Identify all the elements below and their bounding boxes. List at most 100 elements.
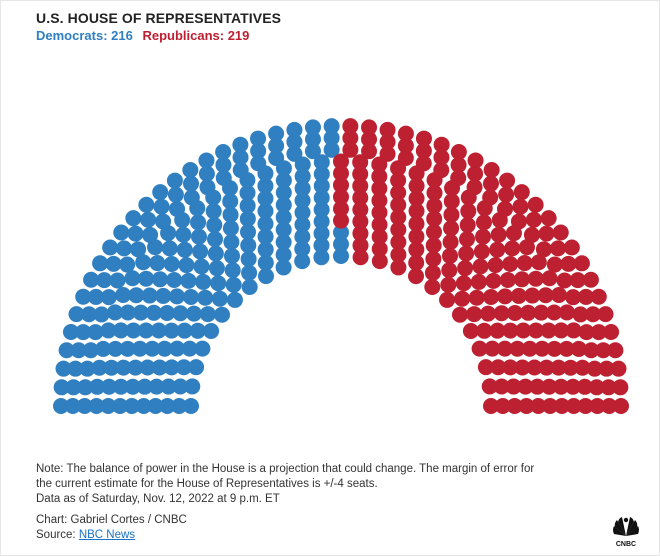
republicans-seat [562,359,579,376]
republicans-seat [550,359,567,376]
democrats-seat [149,255,166,272]
republicans-seat [408,228,425,245]
democrats-seat [240,250,257,267]
republicans-seat [441,262,458,279]
democrats-seat [75,288,92,305]
republicans-seat [390,259,407,276]
democrats-seat [89,378,106,395]
republicans-seat [352,237,369,254]
republicans-seat [530,398,547,414]
democrats-seat [176,322,193,339]
democrats-seat [91,359,108,376]
cnbc-peacock-logo-icon: CNBC [613,517,639,548]
democrats-seat [140,211,157,228]
democrats-seat [189,322,206,339]
source-link[interactable]: NBC News [78,529,136,541]
democrats-seat [184,378,201,395]
democrats-seat [132,304,149,321]
democrats-seat [163,322,180,339]
democrats-seat [257,190,274,207]
republicans-seat [529,378,546,395]
democrats-seat [268,137,285,154]
republicans-seat [546,340,563,357]
democrats-seat [124,378,141,395]
democrats-seat [168,288,185,305]
republicans-seat [408,203,425,220]
republicans-seat [570,340,587,357]
democrats-seat [148,378,165,395]
republicans-seat [560,255,577,272]
democrats-seat [159,398,176,414]
republicans-seat [535,241,552,258]
republicans-seat [483,288,500,305]
republicans-seat [527,196,544,213]
republicans-seat [433,149,450,166]
republicans-seat [565,398,582,414]
democrats-seat [127,225,144,242]
democrats-seat [239,210,256,227]
republicans-seat [586,360,603,377]
republicans-seat [450,144,467,161]
democrats-seat [101,378,118,395]
democrats-seat [268,125,285,142]
democrats-seat [198,152,215,169]
democrats-seat [304,131,321,148]
democrats-seat [257,165,274,182]
republicans-seat [485,272,502,289]
democrats-seat [232,136,249,153]
democrats-seat [144,340,161,357]
republicans-seat [333,188,349,205]
republicans-seat [439,291,456,308]
democrats-seat [294,156,311,173]
republicans-seat [471,340,488,357]
democrats-seat [239,197,256,214]
republicans-seat [459,231,476,248]
democrats-seat [194,340,211,357]
republicans-seat [483,398,499,414]
republicans-seat [459,217,476,234]
democrats-seat [64,398,81,414]
democrats-seat [275,209,292,226]
republicans-seat [574,359,591,376]
republicans-seat [514,359,531,376]
democrats-seat [180,272,197,289]
republicans-seat [505,225,522,242]
democrats-seat [112,378,129,395]
logo-text: CNBC [616,541,636,548]
democrats-seat [124,270,141,287]
republicans-seat [590,288,607,305]
democrats-seat [275,259,292,276]
democrats-seat [258,268,274,285]
democrats-seat [294,204,311,221]
democrats-seat [313,166,330,183]
republicans-seat [473,243,490,260]
republicans-seat [454,290,471,307]
democrats-seat [207,245,224,262]
chart-source: Source: NBC News [36,528,187,543]
democrats-seat [171,398,188,414]
democrats-seat [127,359,144,376]
democrats-seat [205,203,222,220]
democrats-seat [130,241,147,258]
republicans-seat [498,186,515,203]
republicans-seat [390,172,407,189]
democrats-seat [275,234,292,251]
democrats-seat [222,206,239,223]
republicans-seat [379,145,396,162]
republicans-seat [499,172,516,189]
democrats-seat [333,236,349,253]
republicans-seat [424,279,441,295]
democrats-seat [203,323,220,339]
republicans-seat [542,398,559,414]
democrats-seat [257,203,274,220]
democrats-seat [83,271,100,288]
democrats-seat [222,193,239,210]
democrats-seat [123,398,140,414]
republicans-seat [361,143,378,160]
republicans-seat [502,359,519,376]
republicans-seat [371,240,388,257]
democrats-seat [100,289,117,306]
democrats-seat [239,172,256,189]
republicans-seat [553,322,570,339]
democrats-seat [159,305,176,322]
